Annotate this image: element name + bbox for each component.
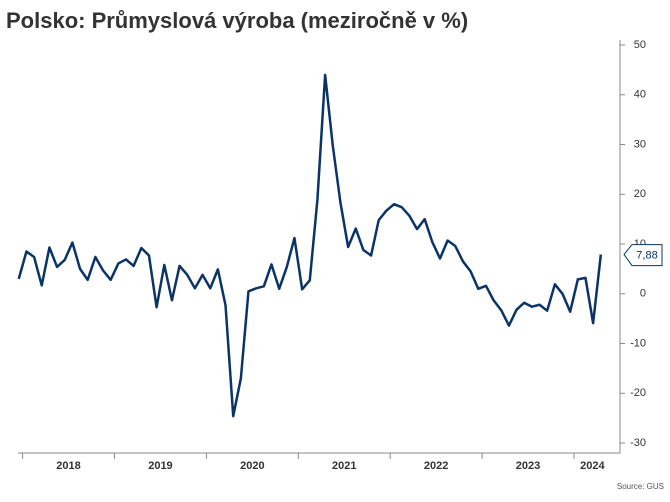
y-tick-label: 0	[640, 288, 646, 300]
value-callout	[623, 244, 663, 267]
y-tick-label: -10	[630, 337, 646, 349]
x-tick-label: 2023	[516, 460, 540, 472]
y-tick-label: -30	[630, 437, 646, 449]
y-tick-label: 50	[634, 39, 646, 51]
x-tick-label: 2022	[424, 460, 448, 472]
y-tick-label: 30	[634, 138, 646, 150]
x-tick-label: 2024	[580, 460, 605, 472]
y-tick-label: 40	[634, 89, 646, 101]
value-label: 7,88	[636, 249, 657, 261]
source: Source: GUS	[617, 482, 664, 491]
x-tick-label: 2019	[148, 460, 172, 472]
y-tick-label: 20	[634, 188, 646, 200]
chart-title: Polsko: Průmyslová výroba (meziročně v %…	[6, 8, 468, 33]
x-tick-label: 2018	[56, 460, 80, 472]
x-tick-label: 2021	[332, 460, 356, 472]
x-tick-label: 2020	[240, 460, 264, 472]
line-series	[17, 73, 603, 418]
y-tick-label: -20	[630, 387, 646, 399]
